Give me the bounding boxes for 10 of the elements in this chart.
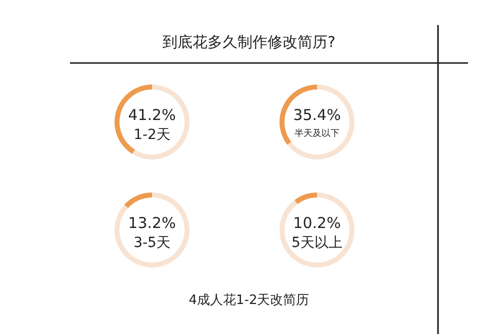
slice-label: 1-2天: [134, 127, 170, 143]
text: 4成人花1-2天改简历: [188, 293, 310, 308]
slice-label: 半天及以下: [294, 128, 340, 139]
data-label: 13.2%: [128, 214, 176, 232]
data-label: 41.2%: [128, 106, 176, 124]
slice-label: 3-5天: [134, 235, 170, 251]
slice-label: 5天以上: [292, 235, 342, 251]
data-label: 35.4%: [293, 106, 341, 124]
data-label: 10.2%: [293, 214, 341, 232]
text: 到底花多久制作修改简历?: [162, 33, 336, 51]
